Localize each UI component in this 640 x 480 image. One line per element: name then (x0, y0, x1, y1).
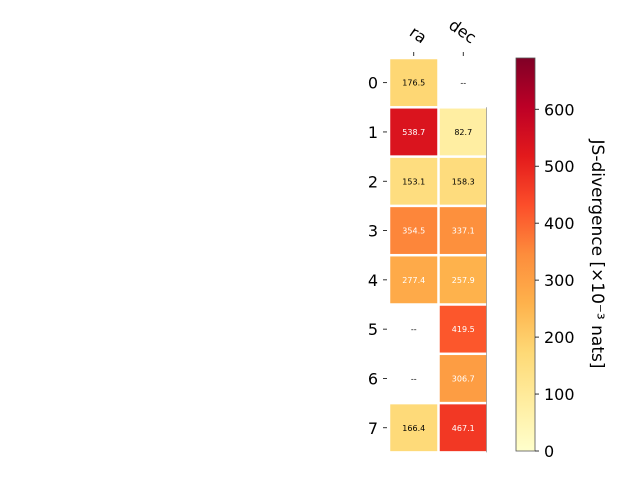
cell-value-label: -- (411, 325, 417, 334)
heatmap-cell (390, 59, 438, 107)
colorbar-tick-label: 100 (544, 385, 575, 404)
row-tick-label: 6 (368, 369, 378, 388)
row-axis: 0 1 2 3 4 5 6 7 (368, 74, 387, 438)
colorbar: 0 100 200 300 400 500 600 JS-divergence [×10⁻³… (515, 57, 607, 461)
row-tick-label: 3 (368, 222, 378, 241)
heatmap-cell (390, 157, 438, 205)
cell-value-label: 176.5 (402, 79, 425, 88)
heatmap-cell (439, 207, 487, 254)
row-tick-label: 4 (368, 271, 378, 290)
heatmap-cell (439, 305, 487, 353)
cell-value-label: -- (460, 79, 466, 88)
colorbar-tick-label: 400 (544, 214, 575, 233)
colorbar-label: JS-divergence [×10⁻³ nats] (587, 139, 607, 369)
row-tick-label: 7 (368, 419, 378, 438)
cell-value-label: 158.3 (452, 177, 475, 186)
heatmap-cell (439, 157, 487, 205)
row-tick-label: 0 (368, 74, 378, 93)
cell-value-label: 277.4 (402, 276, 425, 285)
row-tick-label: 1 (368, 123, 378, 142)
cell-value-label: 153.1 (402, 177, 425, 186)
heatmap-cells: 176.5 -- 538.7 82.7 153.1 158.3 354.5 337.1 277.… (390, 59, 487, 453)
colorbar-tick-label: 200 (544, 328, 575, 347)
heatmap-cell (390, 404, 438, 452)
colorbar-tick-label: 500 (544, 157, 575, 176)
cell-value-label: 337.1 (452, 227, 475, 236)
heatmap-cell (390, 207, 438, 254)
column-axis: ra dec (406, 15, 480, 56)
cell-value-label: 467.1 (452, 424, 475, 433)
cell-value-label: 257.9 (452, 276, 475, 285)
column-tick-label: ra (406, 22, 430, 47)
cell-value-label: -- (411, 374, 417, 383)
row-tick-label: 5 (368, 320, 378, 339)
cell-value-label: 166.4 (402, 424, 425, 433)
colorbar-gradient (515, 57, 536, 452)
column-tick-label: dec (445, 15, 479, 47)
colorbar-ticks: 0 100 200 300 400 500 600 (535, 100, 575, 461)
cell-value-label: 306.7 (452, 374, 475, 383)
cell-value-label: 82.7 (454, 128, 472, 137)
colorbar-tick-label: 0 (544, 442, 554, 461)
heatmap-cell (390, 256, 438, 304)
colorbar-tick-label: 300 (544, 271, 575, 290)
heatmap-cell (439, 355, 487, 402)
heatmap-cell (390, 108, 438, 156)
cell-value-label: 354.5 (402, 227, 425, 236)
cell-value-label: 419.5 (452, 325, 475, 334)
heatmap-cell (439, 108, 487, 156)
cell-value-label: 538.7 (402, 128, 425, 137)
colorbar-tick-label: 600 (544, 100, 575, 119)
heatmap-cell (439, 404, 487, 452)
heatmap-cell (439, 256, 487, 304)
row-tick-label: 2 (368, 172, 378, 191)
